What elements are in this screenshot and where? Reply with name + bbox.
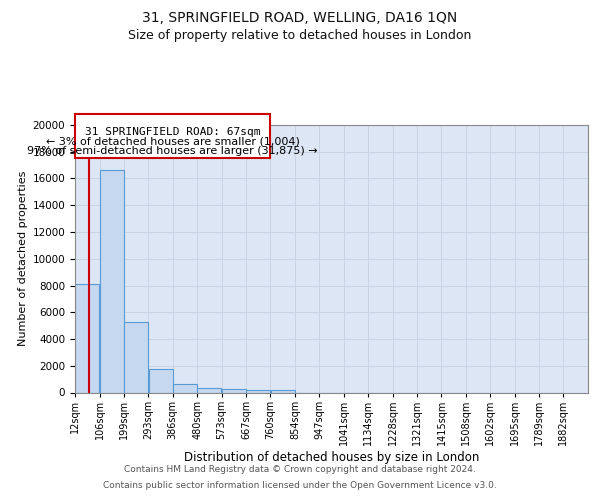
Text: 31, SPRINGFIELD ROAD, WELLING, DA16 1QN: 31, SPRINGFIELD ROAD, WELLING, DA16 1QN: [142, 11, 458, 25]
Text: 31 SPRINGFIELD ROAD: 67sqm: 31 SPRINGFIELD ROAD: 67sqm: [85, 128, 260, 138]
Text: 97% of semi-detached houses are larger (31,875) →: 97% of semi-detached houses are larger (…: [28, 146, 318, 156]
Bar: [124, 322, 148, 392]
Bar: [221, 389, 246, 392]
Y-axis label: Number of detached properties: Number of detached properties: [19, 171, 28, 346]
Bar: [173, 384, 197, 392]
Bar: [271, 390, 295, 392]
Bar: [100, 170, 124, 392]
Text: ← 3% of detached houses are smaller (1,004): ← 3% of detached houses are smaller (1,0…: [46, 136, 299, 146]
Bar: [197, 388, 221, 392]
Bar: [246, 390, 270, 392]
Bar: [75, 284, 100, 393]
X-axis label: Distribution of detached houses by size in London: Distribution of detached houses by size …: [184, 450, 479, 464]
Text: Size of property relative to detached houses in London: Size of property relative to detached ho…: [128, 29, 472, 42]
Text: Contains public sector information licensed under the Open Government Licence v3: Contains public sector information licen…: [103, 481, 497, 490]
FancyBboxPatch shape: [75, 114, 271, 158]
Text: Contains HM Land Registry data © Crown copyright and database right 2024.: Contains HM Land Registry data © Crown c…: [124, 465, 476, 474]
Bar: [149, 369, 173, 392]
